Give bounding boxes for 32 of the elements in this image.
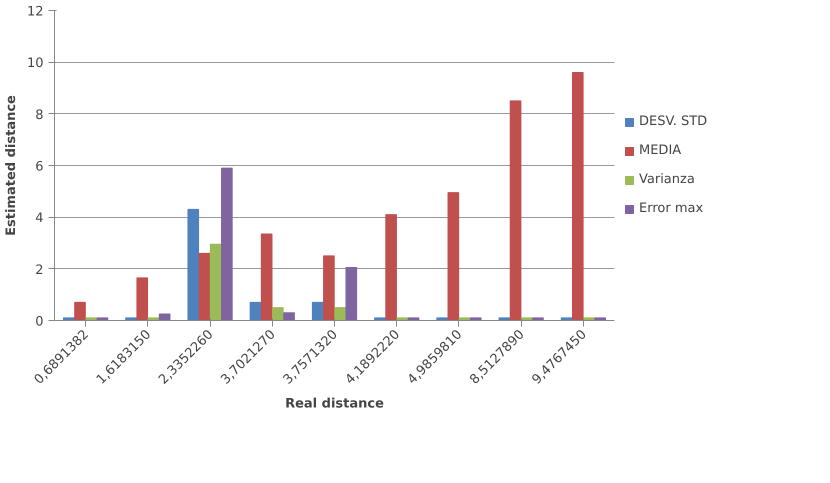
bar — [260, 233, 272, 320]
bar — [250, 302, 262, 320]
y-tick-label: 2 — [35, 262, 44, 278]
bar — [210, 244, 222, 320]
bar — [448, 192, 460, 320]
bar — [158, 314, 170, 320]
bar — [334, 307, 346, 320]
bar — [283, 312, 295, 320]
legend-label: Varianza — [639, 172, 695, 187]
bar — [510, 100, 522, 320]
bar — [198, 252, 210, 320]
bar — [312, 302, 324, 320]
y-tick-label: 6 — [35, 160, 44, 174]
bar — [74, 302, 86, 320]
y-tick-label: 8 — [35, 108, 44, 123]
y-tick-label: 4 — [35, 211, 44, 226]
bar — [385, 214, 397, 320]
legend-label: MEDIA — [639, 143, 682, 158]
bar — [136, 277, 148, 320]
legend-label: DESV. STD — [639, 114, 708, 129]
bar — [572, 72, 584, 320]
legend-label: Error max — [639, 201, 704, 216]
bar — [345, 267, 358, 320]
y-axis-title: Estimated distance — [4, 94, 19, 236]
bar — [272, 307, 284, 320]
bar — [221, 168, 233, 320]
y-tick-label: 0 — [35, 314, 44, 330]
x-axis-title: Real distance — [285, 396, 384, 412]
bar — [323, 255, 335, 320]
y-tick-label: 10 — [26, 56, 44, 72]
y-tick-label: 12 — [26, 4, 44, 20]
bar — [187, 208, 200, 320]
